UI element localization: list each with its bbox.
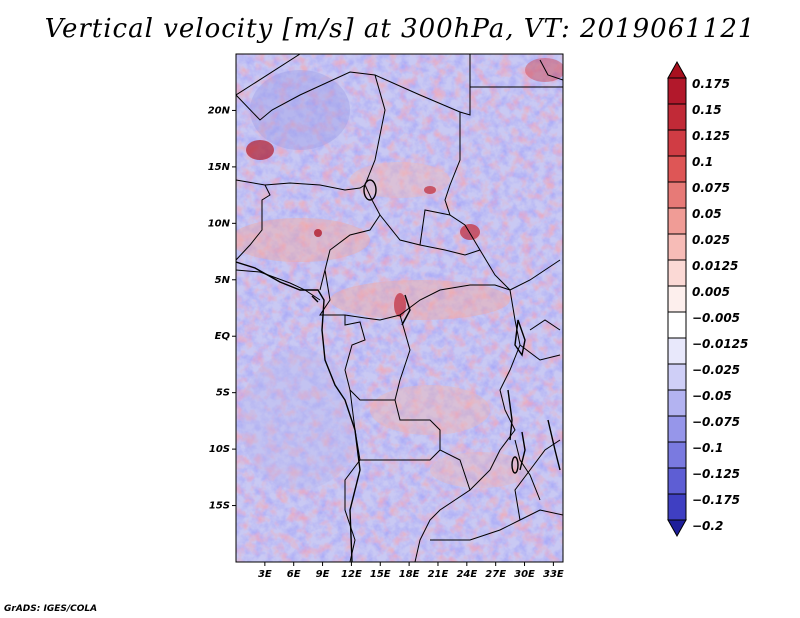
colorbar-label: 0.125 [692, 129, 730, 143]
colorbar-label: 0.15 [692, 103, 722, 117]
velocity-field [236, 54, 563, 562]
lon-tick-label: 33E [543, 569, 564, 580]
lon-tick-label: 6E [287, 569, 301, 580]
colorbar-cell [667, 103, 687, 131]
colorbar-cell [667, 259, 687, 287]
lat-tick-label: 10N [208, 218, 231, 229]
colorbar-cell [667, 389, 687, 417]
country-borders [236, 54, 563, 562]
colorbar-cell [667, 467, 687, 495]
colorbar-label: −0.1 [692, 441, 723, 455]
map-axes: 20N 15N 10N 5N EQ 5S 10S 15S 3E 6E 9E 12E 15E 18E 21E 2… [208, 105, 564, 580]
lon-tick-label: 24E [456, 569, 477, 580]
colorbar-label: −0.005 [692, 311, 740, 325]
colorbar-cell [667, 207, 687, 235]
colorbar-label: 0.025 [692, 233, 730, 247]
colorbar-bottom-arrow [667, 519, 687, 538]
lon-tick-label: 15E [370, 569, 391, 580]
lon-tick-label: 27E [485, 569, 506, 580]
colorbar-cell [667, 441, 687, 469]
colorbar: 0.175 0.15 0.125 0.1 0.075 0.05 0.025 0.0125 0.0… [667, 60, 748, 538]
colorbar-label: −0.05 [692, 389, 732, 403]
colorbar-label: −0.175 [692, 493, 740, 507]
colorbar-label: 0.175 [692, 77, 730, 91]
colorbar-label: 0.075 [692, 181, 730, 195]
colorbar-cell [667, 493, 687, 521]
colorbar-label: 0.1 [692, 155, 713, 169]
colorbar-label: −0.075 [692, 415, 740, 429]
lon-tick-label: 3E [258, 569, 272, 580]
colorbar-label: 0.0125 [692, 259, 738, 273]
coastlines [236, 179, 561, 562]
colorbar-cell [667, 415, 687, 443]
lon-tick-label: 18E [399, 569, 420, 580]
colorbar-cell [667, 311, 687, 339]
colorbar-top-arrow [667, 60, 687, 79]
lat-tick-label: 15N [208, 162, 231, 173]
lon-tick-label: 9E [316, 569, 330, 580]
lat-tick-label: EQ [215, 331, 231, 342]
colorbar-cell [667, 337, 687, 365]
grads-credit: GrADS: IGES/COLA [4, 604, 98, 614]
colorbar-cell [667, 77, 687, 105]
colorbar-cell [667, 181, 687, 209]
colorbar-label: 0.005 [692, 285, 730, 299]
colorbar-cell [667, 129, 687, 157]
lon-tick-label: 21E [428, 569, 449, 580]
lat-tick-label: 15S [209, 501, 230, 512]
colorbar-label: −0.2 [692, 519, 723, 533]
chart-title: Vertical velocity [m/s] at 300hPa, VT: 2… [44, 14, 756, 44]
colorbar-label: −0.0125 [692, 337, 748, 351]
lat-tick-label: 5N [215, 275, 231, 286]
colorbar-cell [667, 155, 687, 183]
map-frame [235, 53, 564, 563]
colorbar-cell [667, 285, 687, 313]
lat-tick-label: 10S [209, 444, 230, 455]
lon-tick-label: 12E [341, 569, 362, 580]
colorbar-cell [667, 233, 687, 261]
lon-tick-label: 30E [514, 569, 535, 580]
lat-tick-label: 20N [208, 105, 231, 116]
colorbar-label: 0.05 [692, 207, 722, 221]
colorbar-cell [667, 363, 687, 391]
colorbar-label: −0.125 [692, 467, 740, 481]
colorbar-label: −0.025 [692, 363, 740, 377]
lat-tick-label: 5S [216, 388, 230, 399]
